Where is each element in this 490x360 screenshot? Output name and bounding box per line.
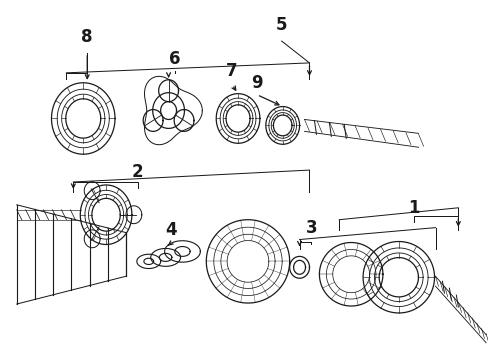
Text: 3: 3 xyxy=(306,219,318,237)
Text: 8: 8 xyxy=(81,28,93,46)
Text: 2: 2 xyxy=(132,163,144,181)
Text: 5: 5 xyxy=(276,16,288,34)
Text: 7: 7 xyxy=(226,62,238,80)
Text: 6: 6 xyxy=(169,50,180,68)
Text: 4: 4 xyxy=(165,221,176,239)
Text: 1: 1 xyxy=(408,199,419,217)
Text: 9: 9 xyxy=(251,74,263,92)
